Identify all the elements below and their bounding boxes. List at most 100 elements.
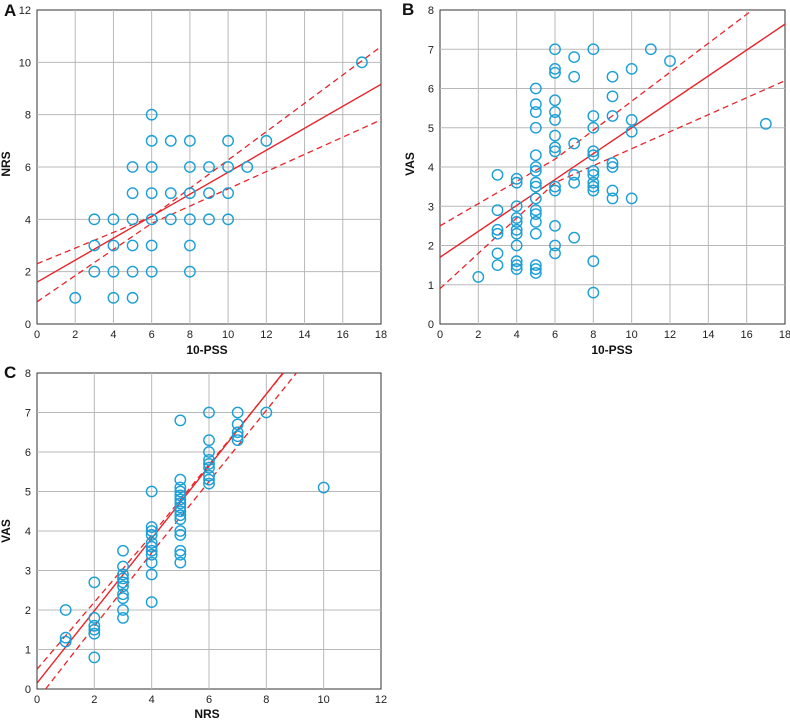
panel-a: 0 2 4 6 8 10 12 14 16 18 0 2 4 6 8 10 12 10-PSS NRS A [0,1,387,357]
data-point [606,184,619,197]
data-point [549,106,561,118]
x-tick-label: 4 [110,329,116,341]
data-point [183,265,196,278]
data-point [174,556,187,569]
data-point [183,239,196,252]
x-tick-label: 6 [552,329,558,341]
data-point [317,481,330,494]
data-point [145,134,158,147]
data-point [587,180,600,193]
data-point [174,414,187,427]
confidence-band-lower [440,80,785,290]
data-point [107,265,120,278]
data-point [549,94,561,107]
x-tick-label: 2 [72,329,78,341]
data-point [203,434,215,447]
data-point [107,239,120,252]
data-point [529,216,542,228]
data-point [145,187,158,200]
data-point [625,192,638,205]
data-point [606,110,619,122]
data-point [231,434,244,447]
y-tick-label: 1 [428,280,434,292]
data-point [472,270,485,283]
data-point [145,521,158,533]
data-point [510,255,523,268]
y-axis-title: NRS [0,151,13,176]
y-tick-label: 10 [19,57,31,69]
data-point [510,239,523,252]
data-point [126,265,139,278]
data-point [625,125,638,138]
data-point [174,548,187,561]
data-point [529,180,542,193]
y-tick-label: 8 [25,368,31,380]
data-point [126,213,139,226]
data-point [606,90,619,103]
y-axis-title: VAS [0,519,13,543]
data-point [549,141,561,154]
panel-letter: C [4,363,16,382]
data-point [549,239,561,252]
data-point [126,239,139,252]
data-point [549,129,561,142]
data-point [568,231,581,244]
y-tick-label: 3 [25,566,31,578]
x-axis-title: 10-PSS [186,343,227,357]
data-point [529,106,542,118]
data-point [117,592,129,605]
x-tick-label: 18 [779,329,790,341]
data-point [549,43,561,56]
data-point [510,263,523,275]
x-tick-label: 12 [375,694,387,706]
data-point [231,430,244,443]
y-tick-label: 4 [428,162,434,174]
data-point [183,161,196,173]
data-point [510,176,523,189]
regression-line [37,373,284,684]
data-point [491,223,504,236]
x-tick-label: 8 [263,694,269,706]
data-point [117,604,129,616]
data-point [549,114,561,126]
x-tick-label: 2 [475,329,481,341]
x-tick-label: 4 [514,329,520,341]
x-tick-label: 18 [375,329,387,341]
x-tick-label: 12 [664,329,676,341]
x-axis-title: NRS [194,707,219,720]
data-point [183,213,196,226]
y-tick-label: 1 [25,645,31,657]
data-point [529,149,542,162]
data-point [174,497,187,510]
data-point [529,98,542,111]
panel-letter: A [4,1,16,20]
data-point [59,631,72,644]
x-tick-label: 10 [626,329,638,341]
data-point [568,51,581,63]
data-point [549,145,561,158]
regression-line [440,23,785,258]
data-point [549,184,561,197]
data-point [145,161,158,173]
data-point [529,176,542,189]
data-point [59,604,72,616]
data-point [88,623,101,636]
x-tick-label: 14 [298,329,310,341]
confidence-band-upper [37,46,381,265]
panel-letter: B [402,0,414,19]
data-point [174,529,187,541]
y-tick-label: 12 [19,5,31,17]
y-axis-title: VAS [403,152,417,176]
data-point [203,453,215,466]
data-point [107,291,120,304]
data-point [510,216,523,228]
data-point [145,239,158,252]
y-tick-label: 2 [428,241,434,253]
data-point [203,187,215,200]
data-point [88,265,101,278]
data-point [568,70,581,83]
data-point [491,168,504,181]
x-tick-label: 4 [149,694,155,706]
data-point [145,540,158,553]
x-tick-label: 6 [206,694,212,706]
